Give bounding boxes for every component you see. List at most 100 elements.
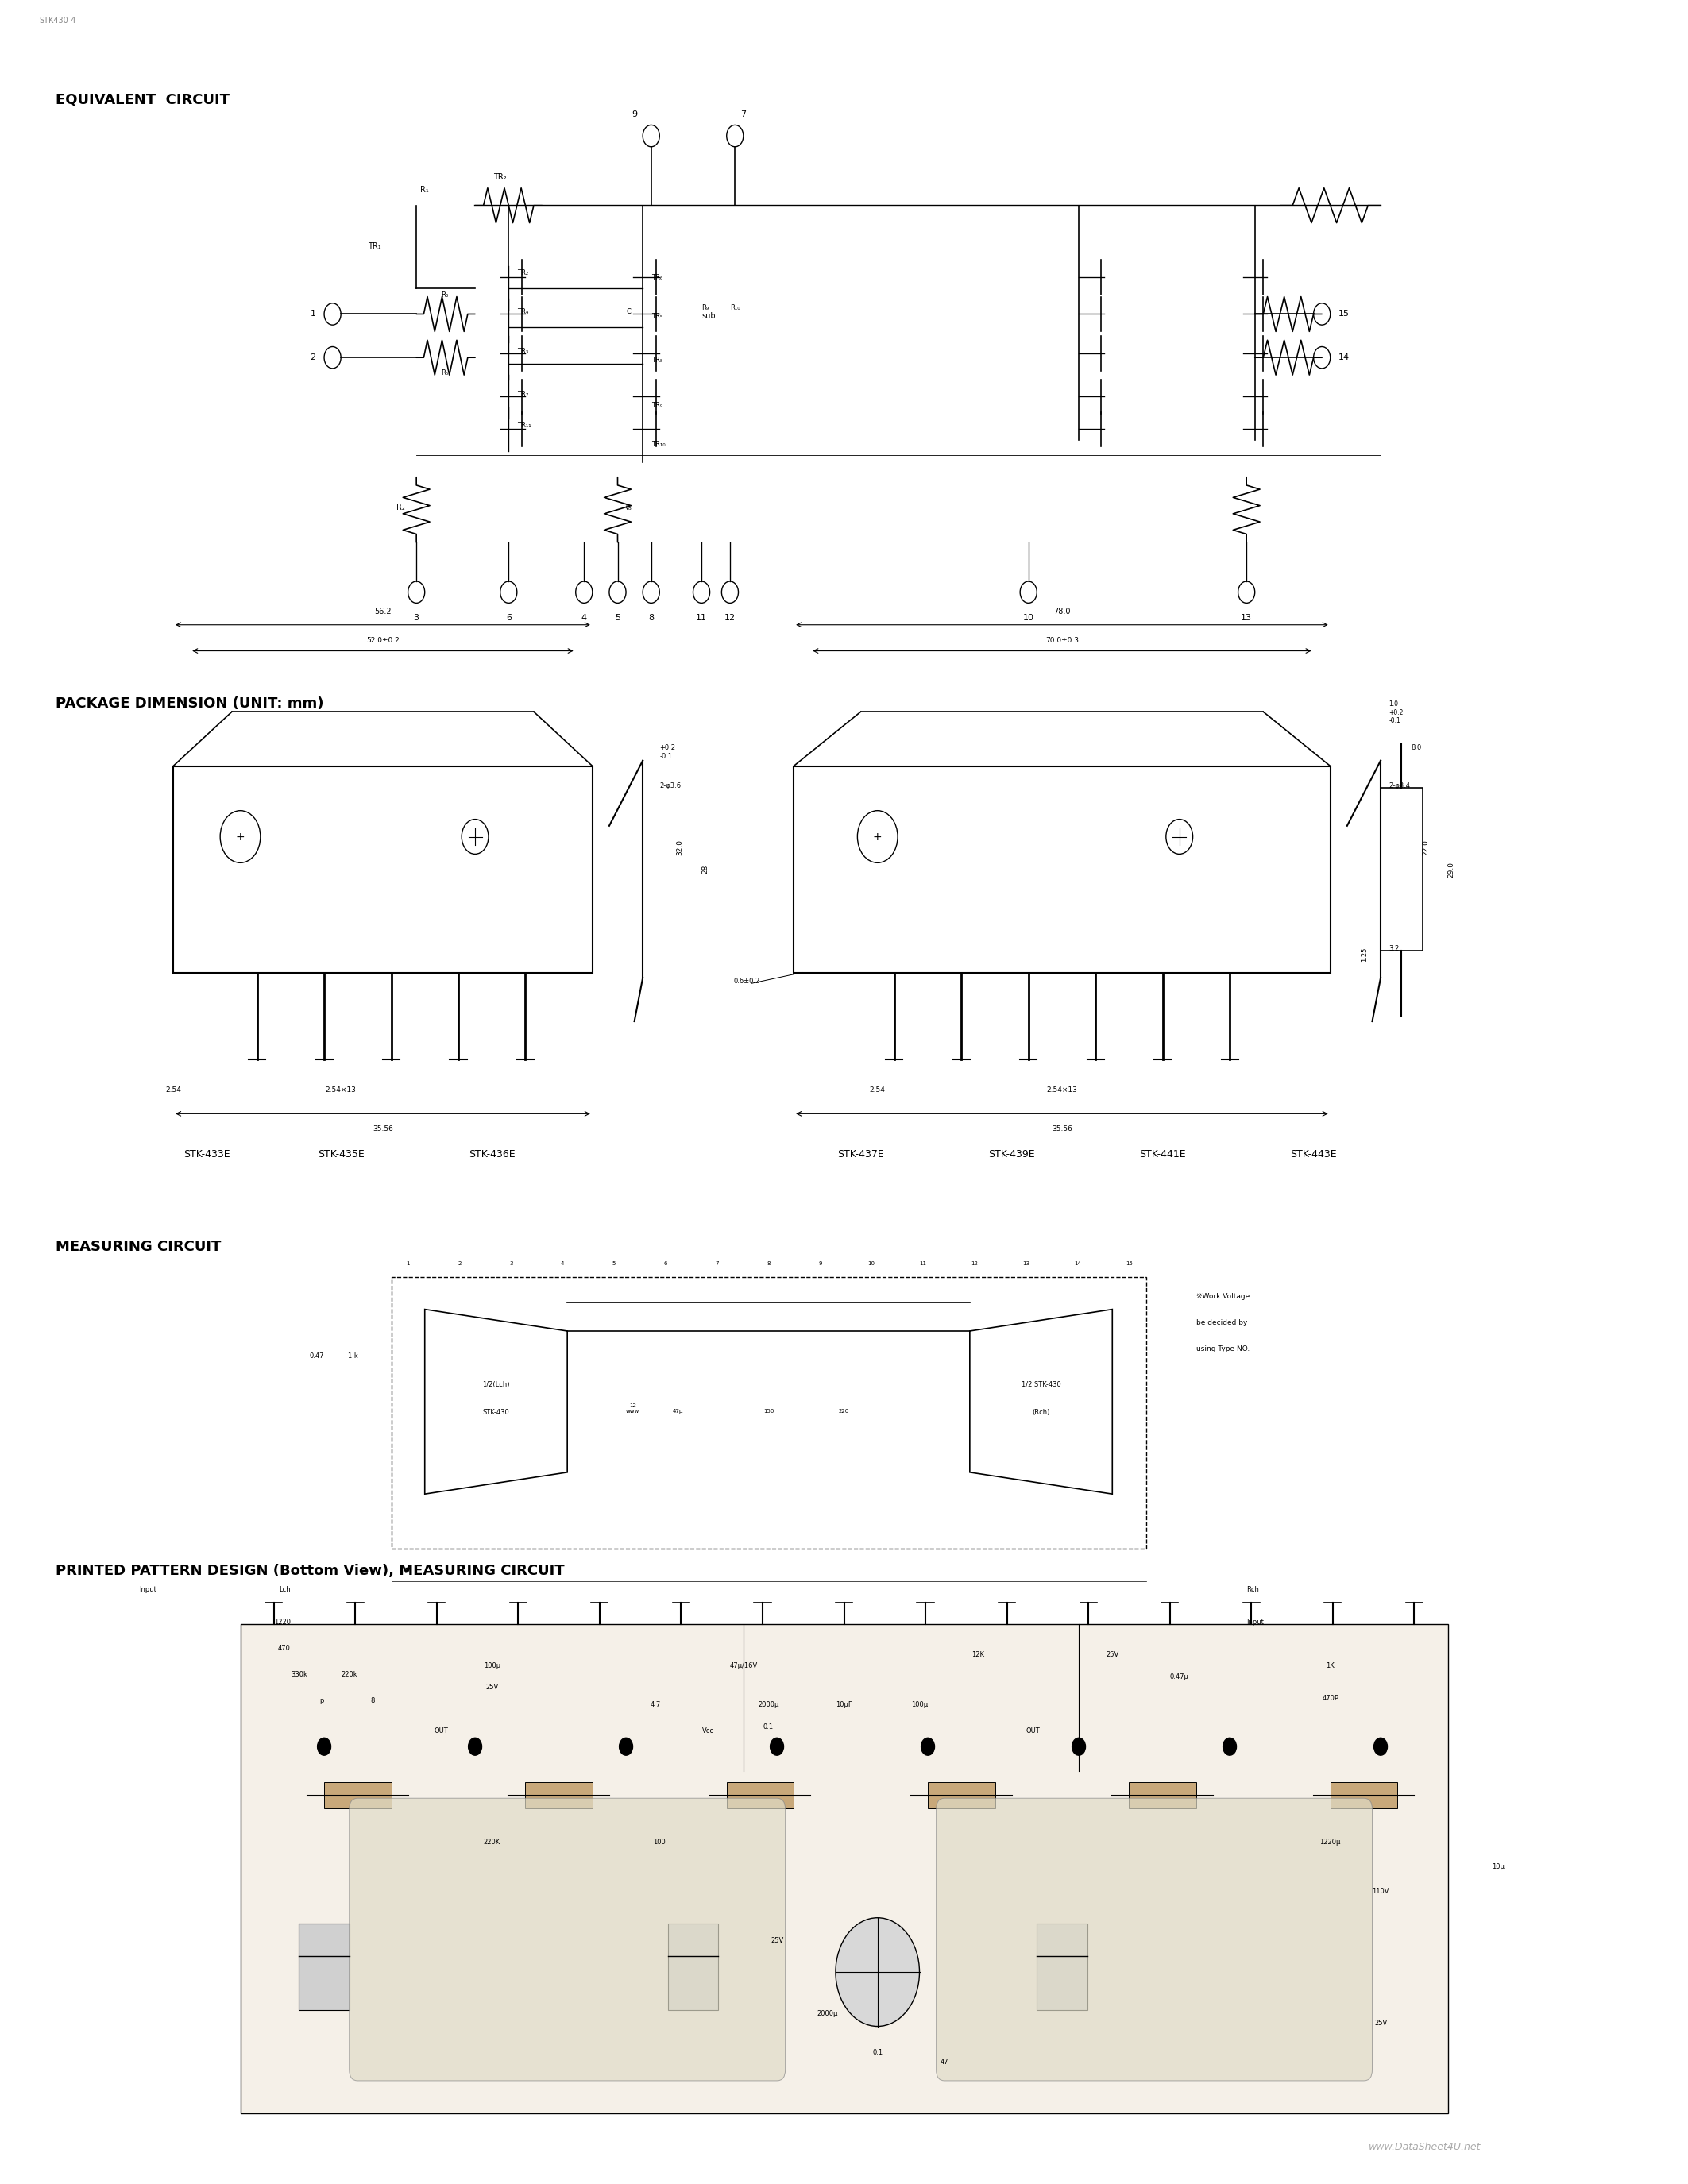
Text: 330k: 330k <box>290 1671 307 1677</box>
Text: 47µ/16V: 47µ/16V <box>729 1662 758 1669</box>
Text: 12
www: 12 www <box>626 1402 640 1413</box>
Bar <box>1330 1782 1398 1808</box>
Text: STK-435E: STK-435E <box>317 1149 365 1160</box>
Text: R₁₀: R₁₀ <box>729 304 739 312</box>
Text: STK-436E: STK-436E <box>469 1149 515 1160</box>
Bar <box>174 767 592 972</box>
Text: TR₂: TR₂ <box>493 173 506 181</box>
Text: 6: 6 <box>506 614 511 622</box>
Bar <box>726 1782 793 1808</box>
Text: 78.0: 78.0 <box>1053 607 1070 616</box>
Text: PRINTED PATTERN DESIGN (Bottom View), MEASURING CIRCUIT: PRINTED PATTERN DESIGN (Bottom View), ME… <box>56 1564 565 1577</box>
Text: 0.47: 0.47 <box>309 1352 324 1361</box>
Text: 0.1: 0.1 <box>763 1723 773 1730</box>
Text: p: p <box>319 1697 324 1704</box>
Text: 10µF: 10µF <box>836 1701 852 1708</box>
Text: 110V: 110V <box>1372 1887 1389 1896</box>
Text: STK-430: STK-430 <box>483 1409 510 1415</box>
Text: 220: 220 <box>839 1409 849 1413</box>
Text: 100: 100 <box>653 1839 665 1845</box>
Bar <box>928 1782 994 1808</box>
Text: 2.54×13: 2.54×13 <box>1047 1085 1077 1094</box>
Text: 4: 4 <box>581 614 587 622</box>
Text: 2: 2 <box>457 1260 461 1267</box>
Text: 28: 28 <box>702 865 709 874</box>
Bar <box>1129 1782 1197 1808</box>
Text: ※Work Voltage: ※Work Voltage <box>1197 1293 1249 1299</box>
Text: 56.2: 56.2 <box>375 607 392 616</box>
Text: 47µ: 47µ <box>674 1409 684 1413</box>
Text: 2.54: 2.54 <box>165 1085 181 1094</box>
Text: STK-443E: STK-443E <box>1290 1149 1337 1160</box>
Text: +: + <box>873 832 883 843</box>
Bar <box>1036 1924 1087 2009</box>
Circle shape <box>619 1738 633 1756</box>
Text: TR₇: TR₇ <box>517 391 528 397</box>
Text: Input: Input <box>138 1586 157 1594</box>
Text: +0.2
-0.1: +0.2 -0.1 <box>660 745 675 760</box>
Text: TR₈: TR₈ <box>652 356 662 363</box>
Text: 1220µ: 1220µ <box>1320 1839 1340 1845</box>
Text: 1.25: 1.25 <box>1361 948 1367 961</box>
Text: TR₄: TR₄ <box>517 308 528 317</box>
Text: 150: 150 <box>763 1409 773 1413</box>
Bar <box>299 1924 349 2009</box>
Bar <box>392 1278 1146 1548</box>
Text: 12: 12 <box>971 1260 977 1267</box>
Bar <box>324 1782 392 1808</box>
Text: 2000µ: 2000µ <box>758 1701 780 1708</box>
Circle shape <box>770 1738 783 1756</box>
Text: +: + <box>236 832 245 843</box>
Text: 8: 8 <box>370 1697 375 1704</box>
Text: 100µ: 100µ <box>483 1662 500 1669</box>
Text: Vcc: Vcc <box>702 1728 714 1734</box>
Text: ▾: ▾ <box>405 1564 410 1575</box>
Text: 220K: 220K <box>483 1839 500 1845</box>
Text: 10: 10 <box>868 1260 874 1267</box>
Text: 2-φ3.4: 2-φ3.4 <box>1389 782 1411 788</box>
Text: STK-433E: STK-433E <box>184 1149 230 1160</box>
Text: 11: 11 <box>920 1260 927 1267</box>
Text: 1/2 STK-430: 1/2 STK-430 <box>1021 1380 1060 1387</box>
Text: 2.54: 2.54 <box>869 1085 886 1094</box>
FancyBboxPatch shape <box>937 1797 1372 2081</box>
Circle shape <box>836 1918 920 2027</box>
Text: TR₆: TR₆ <box>652 273 662 282</box>
Text: 14: 14 <box>1339 354 1350 363</box>
Circle shape <box>1224 1738 1236 1756</box>
FancyBboxPatch shape <box>349 1797 785 2081</box>
Text: STK-441E: STK-441E <box>1139 1149 1187 1160</box>
Text: TR₁₀: TR₁₀ <box>652 441 665 448</box>
Text: using Type NO.: using Type NO. <box>1197 1345 1249 1352</box>
Text: STK-439E: STK-439E <box>989 1149 1035 1160</box>
Text: www.DataSheet4U.net: www.DataSheet4U.net <box>1369 2143 1482 2153</box>
Text: 2-φ3.6: 2-φ3.6 <box>660 782 680 788</box>
Text: MEASURING CIRCUIT: MEASURING CIRCUIT <box>56 1241 221 1254</box>
Text: TR₂: TR₂ <box>517 269 528 277</box>
Text: STK430-4: STK430-4 <box>39 17 76 24</box>
Text: 7: 7 <box>716 1260 719 1267</box>
Bar <box>793 767 1330 972</box>
Circle shape <box>1072 1738 1085 1756</box>
Text: 6: 6 <box>663 1260 667 1267</box>
Text: 13: 13 <box>1241 614 1252 622</box>
Text: 4: 4 <box>560 1260 564 1267</box>
Text: 8.0: 8.0 <box>1411 745 1421 751</box>
Bar <box>668 1924 717 2009</box>
Text: 0.47µ: 0.47µ <box>1170 1673 1188 1679</box>
Text: TR₉: TR₉ <box>652 402 662 408</box>
Bar <box>240 1625 1448 2114</box>
Text: 1.0
+0.2
-0.1: 1.0 +0.2 -0.1 <box>1389 701 1404 725</box>
Text: 2: 2 <box>311 354 316 363</box>
Text: 12: 12 <box>724 614 736 622</box>
Text: PACKAGE DIMENSION (UNIT: mm): PACKAGE DIMENSION (UNIT: mm) <box>56 697 324 710</box>
Text: 8: 8 <box>766 1260 770 1267</box>
Text: 220k: 220k <box>341 1671 358 1677</box>
Text: EQUIVALENT  CIRCUIT: EQUIVALENT CIRCUIT <box>56 92 230 107</box>
Text: 470: 470 <box>279 1645 290 1651</box>
Text: 5: 5 <box>613 1260 616 1267</box>
Text: C: C <box>626 308 631 317</box>
Text: 0.6±0.2: 0.6±0.2 <box>734 978 760 985</box>
Text: 1 k: 1 k <box>348 1352 358 1361</box>
Text: sub.: sub. <box>702 312 717 321</box>
